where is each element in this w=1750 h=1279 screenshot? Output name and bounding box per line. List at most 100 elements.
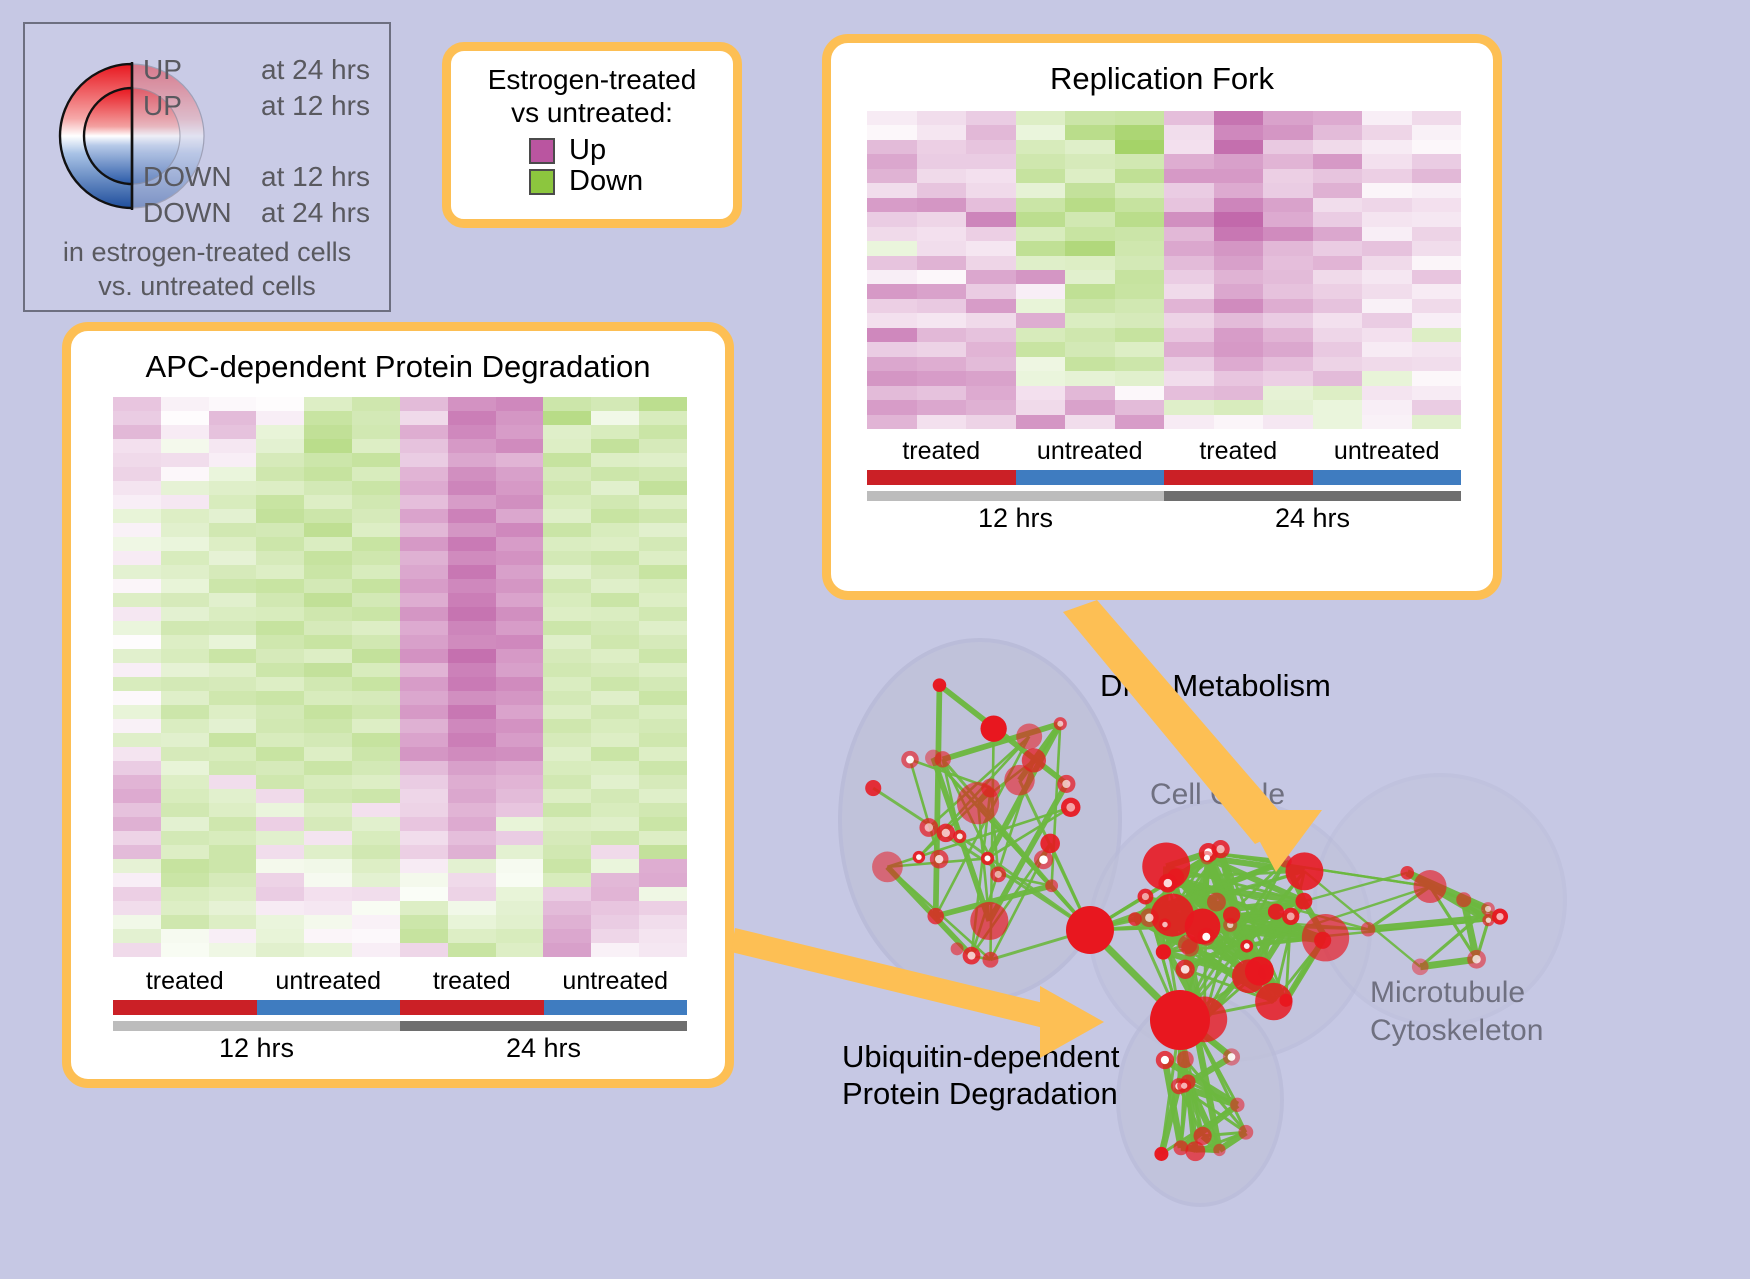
network-node <box>1295 892 1313 910</box>
legend-items: Up Down <box>451 134 733 198</box>
heatmap-cell <box>352 775 400 789</box>
heatmap-cell <box>208 453 257 467</box>
network-edge <box>932 685 943 917</box>
axis-label: untreated <box>275 967 382 995</box>
heatmap-cell <box>113 915 161 929</box>
heatmap-cell <box>1213 313 1263 328</box>
heatmap-cell <box>447 845 496 859</box>
heatmap-cell <box>399 775 448 789</box>
heatmap-cell <box>208 537 257 551</box>
network-node <box>1267 903 1285 920</box>
heatmap-cell <box>1411 226 1461 242</box>
replication-fork-heatmap-wrap: treated untreated treated untreated 12 h… <box>867 111 1461 534</box>
heatmap-cell <box>352 649 400 663</box>
heatmap-cell <box>1312 342 1362 357</box>
time-bar-segment-24 <box>400 1021 687 1031</box>
heatmap-cell <box>304 565 353 579</box>
heatmap-cell <box>208 943 257 957</box>
heatmap-cell <box>1213 255 1263 270</box>
heatmap-cell <box>160 467 209 481</box>
heatmap-cell <box>447 761 496 775</box>
heatmap-cell <box>543 901 592 915</box>
heatmap-cell <box>591 453 640 467</box>
heatmap-cell <box>867 400 917 415</box>
heatmap-cell <box>256 621 305 635</box>
heatmap-cell <box>113 397 161 411</box>
network-node <box>1456 892 1472 908</box>
heatmap-cell <box>639 565 687 579</box>
heatmap-cell <box>495 495 544 509</box>
heatmap-cell <box>447 453 496 467</box>
heatmap-cell <box>1362 226 1412 242</box>
heatmap-cell <box>160 411 209 425</box>
heatmap-cell <box>1065 342 1115 357</box>
heatmap-cell <box>208 481 257 495</box>
heatmap-cell <box>1015 400 1065 415</box>
network-node <box>1004 764 1035 796</box>
time-label-24: 24 hrs <box>505 1033 582 1063</box>
heatmap-cell <box>399 873 448 887</box>
heatmap-cell <box>1015 313 1065 328</box>
network-node-core <box>1227 1053 1236 1061</box>
heatmap-cell <box>208 565 257 579</box>
heatmap-cell <box>447 411 496 425</box>
network-node <box>1173 1140 1189 1156</box>
heatmap-cell <box>447 859 496 873</box>
heatmap-cell <box>160 705 209 719</box>
heatmap-cell <box>1213 342 1263 357</box>
heatmap-cell <box>543 607 592 621</box>
heatmap-cell <box>256 453 305 467</box>
heatmap-cell <box>639 467 687 481</box>
heatmap-cell <box>160 747 209 761</box>
heatmap-cell <box>1015 385 1065 401</box>
network-node-core <box>1145 913 1154 922</box>
heatmap-cell <box>916 298 966 314</box>
heatmap-cell <box>495 607 544 621</box>
time-label-12: 12 hrs <box>977 503 1054 533</box>
heatmap-cell <box>1065 284 1115 299</box>
key-word: DOWN <box>143 197 232 228</box>
heatmap-cell <box>1114 241 1164 256</box>
heatmap-cell <box>1015 226 1065 242</box>
heatmap-cell <box>113 817 161 831</box>
heatmap-cell <box>639 411 687 425</box>
network-node-core <box>1216 845 1225 854</box>
heatmap-cell <box>113 677 161 691</box>
heatmap-cell <box>639 439 687 453</box>
heatmap-cell <box>966 400 1016 415</box>
heatmap-cell <box>1312 125 1362 140</box>
heatmap-cell <box>1411 356 1461 372</box>
heatmap-cell <box>1312 111 1362 126</box>
heatmap-cell <box>1213 183 1263 198</box>
heatmap-cell <box>399 411 448 425</box>
heatmap-cell <box>113 537 161 551</box>
heatmap-cell <box>208 607 257 621</box>
heatmap-cell <box>591 859 640 873</box>
heatmap-cell <box>543 831 592 845</box>
heatmap-cell <box>352 411 400 425</box>
heatmap-cell <box>1411 212 1461 227</box>
heatmap-cell <box>160 817 209 831</box>
color-key-footer-line2: vs. untreated cells <box>98 270 316 301</box>
heatmap-cell <box>256 537 305 551</box>
heatmap-cell <box>543 803 592 817</box>
legend-title: Estrogen-treated vs untreated: <box>451 51 733 129</box>
heatmap-cell <box>1065 226 1115 242</box>
heatmap-cell <box>399 733 448 747</box>
heatmap-cell <box>1362 385 1412 401</box>
treatment-bar-segment-treated-12 <box>867 470 1016 485</box>
heatmap-cell <box>543 705 592 719</box>
heatmap-cell <box>113 789 161 803</box>
heatmap-cell <box>1411 313 1461 328</box>
heatmap-cell <box>399 551 448 565</box>
heatmap-cell <box>304 677 353 691</box>
key-word: UP <box>143 54 182 85</box>
heatmap-cell <box>591 495 640 509</box>
heatmap-cell <box>447 719 496 733</box>
heatmap-cell <box>208 397 257 411</box>
network-node <box>1411 958 1429 976</box>
heatmap-cell <box>304 775 353 789</box>
heatmap-cell <box>591 747 640 761</box>
heatmap-cell <box>352 733 400 747</box>
heatmap-cell <box>208 803 257 817</box>
